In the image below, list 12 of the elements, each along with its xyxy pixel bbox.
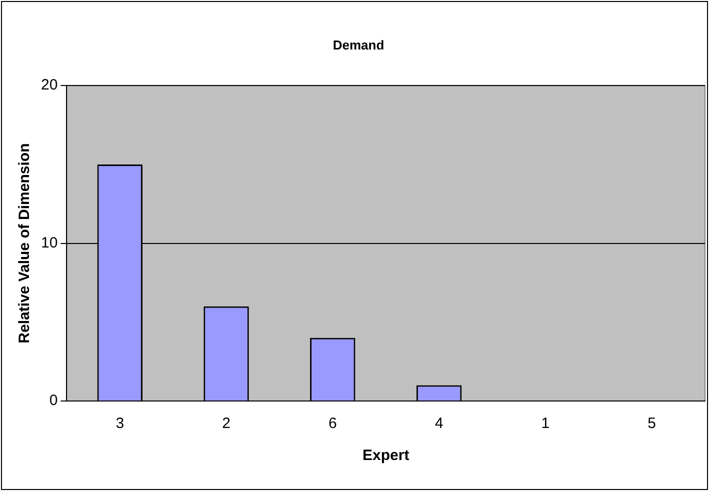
x-tick-label: 1	[541, 415, 550, 432]
y-tick-label: 10	[40, 234, 58, 252]
x-axis-title: Expert	[362, 447, 410, 464]
x-tick-label: 4	[434, 415, 444, 432]
y-axis-title: Relative Value of Dimension	[16, 143, 34, 344]
y-tick-label: 0	[49, 392, 58, 410]
x-tick-label: 6	[328, 415, 337, 432]
x-tick-label: 3	[116, 415, 124, 432]
y-tick-label: 20	[40, 76, 58, 94]
chart-title: Demand	[332, 37, 384, 52]
x-tick-label: 2	[222, 415, 230, 432]
x-tick-label: 5	[648, 415, 656, 432]
